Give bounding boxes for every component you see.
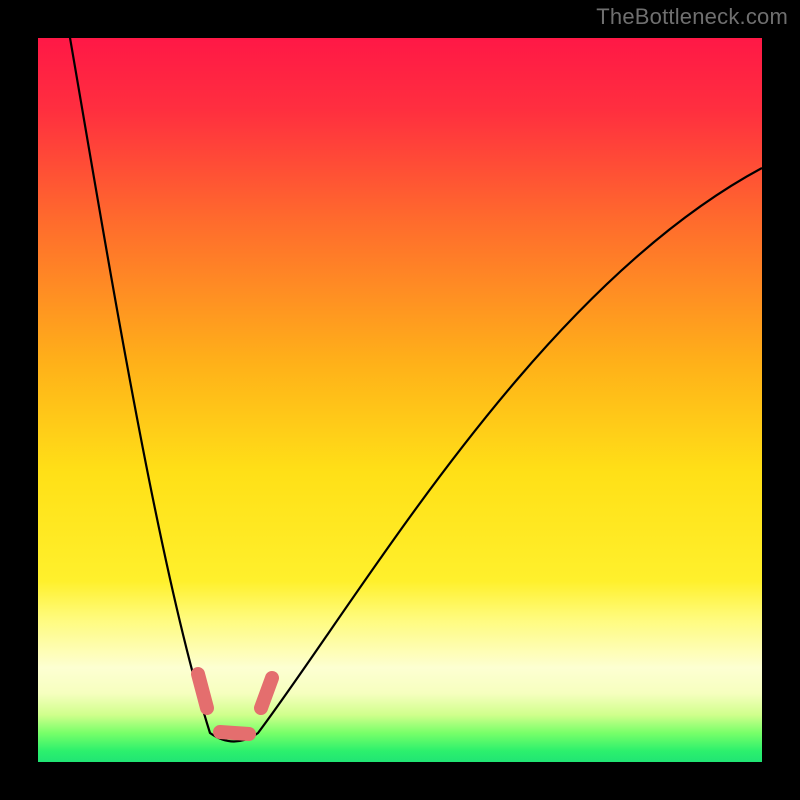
- watermark-text: TheBottleneck.com: [596, 4, 788, 30]
- chart-svg: [38, 38, 762, 762]
- marker-left-descent: [198, 674, 207, 708]
- outer-frame: TheBottleneck.com: [0, 0, 800, 800]
- marker-valley-floor: [220, 732, 249, 734]
- bottleneck-curve: [69, 38, 762, 742]
- marker-group: [198, 674, 272, 734]
- plot-area: [38, 38, 762, 762]
- marker-right-ascent: [261, 678, 272, 708]
